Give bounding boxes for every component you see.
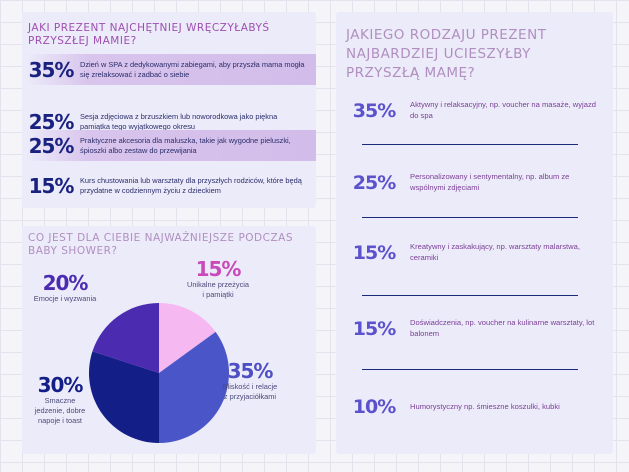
- pie-label-closeness: 35% Bliskość i relacje z przyjaciółkami: [220, 360, 280, 402]
- baby-shower-panel: CO JEST DLA CIEBIE NAJWAŻNIEJSZE PODCZAS…: [22, 226, 316, 454]
- baby-shower-title: CO JEST DLA CIEBIE NAJWAŻNIEJSZE PODCZAS…: [28, 232, 293, 258]
- pie-label-experiences: 15% Unikalne przeżycia i pamiątki: [186, 258, 250, 300]
- gift-row: 35% Dzień w SPA z dedykowanymi zabiegami…: [26, 54, 316, 85]
- row-divider: [362, 217, 578, 218]
- pie-label-text: Smaczne jedzenie, dobre napoje i toast: [34, 396, 86, 425]
- gift-type-text: Humorystyczny np. śmieszne koszulki, kub…: [410, 401, 560, 411]
- mom-gift-type-title: JAKIEGO RODZAJU PREZENT NAJBARDZIEJ UCIE…: [346, 27, 547, 81]
- gift-row-percent: 25%: [28, 133, 75, 158]
- gift-type-text: Personalizowany i sentymentalny, np. alb…: [410, 172, 570, 192]
- row-divider: [362, 144, 578, 145]
- row-divider: [362, 369, 578, 370]
- pie-label-food: 30% Smaczne jedzenie, dobre napoje i toa…: [30, 374, 90, 426]
- pie-slice-food: [88, 351, 159, 443]
- gift-row-percent: 25%: [28, 109, 75, 134]
- gift-row-text: Dzień w SPA z dedykowanymi zabiegami, ab…: [80, 59, 305, 79]
- gift-row-text: Sesja zdjęciowa z brzuszkiem lub noworod…: [80, 111, 278, 131]
- gift-type-percent: 25%: [352, 172, 396, 194]
- mom-gift-type-panel: JAKIEGO RODZAJU PREZENT NAJBARDZIEJ UCIE…: [336, 12, 613, 454]
- gift-type-percent: 35%: [352, 100, 396, 122]
- gift-type-row: 10% Humorystyczny np. śmieszne koszulki,…: [350, 396, 602, 418]
- pie-label-percent: 30%: [37, 373, 84, 397]
- gift-type-percent: 15%: [352, 318, 396, 340]
- gift-row: 25% Praktyczne akcesoria dla maluszka, t…: [26, 130, 316, 161]
- gift-type-text: Kreatywny i zaskakujący, np. warsztaty m…: [410, 242, 580, 262]
- pie-label-percent: 15%: [195, 257, 242, 281]
- gift-type-text: Aktywny i relaksacyjny, np. voucher na m…: [410, 100, 596, 120]
- gift-preference-title: JAKI PREZENT NAJCHĘTNIEJ WRĘCZYŁABYŚ PRZ…: [28, 22, 270, 48]
- gift-row: 25% Sesja zdjęciowa z brzuszkiem lub now…: [26, 106, 316, 137]
- pie-label-text: Bliskość i relacje z przyjaciółkami: [222, 382, 278, 401]
- gift-row-text: Kurs chustowania lub warsztaty dla przys…: [80, 175, 302, 195]
- gift-row-percent: 15%: [28, 173, 75, 198]
- pie-slice-closeness: [159, 331, 229, 443]
- gift-row-percent: 35%: [28, 57, 75, 82]
- gift-row-text: Praktyczne akcesoria dla maluszka, takie…: [80, 135, 291, 155]
- gift-type-row: 15% Kreatywny i zaskakujący, np. warszta…: [350, 242, 602, 264]
- pie-chart: [88, 303, 229, 443]
- pie-label-percent: 35%: [227, 359, 274, 383]
- gift-type-row: 15% Doświadczenia, np. voucher na kulina…: [350, 318, 602, 340]
- gift-type-percent: 15%: [352, 242, 396, 264]
- pie-label-text: Unikalne przeżycia i pamiątki: [186, 280, 250, 299]
- pie-slice-experiences: [159, 303, 216, 373]
- gift-type-text: Doświadczenia, np. voucher na kulinarne …: [410, 318, 595, 338]
- gift-type-row: 25% Personalizowany i sentymentalny, np.…: [350, 172, 602, 194]
- pie-label-percent: 20%: [42, 271, 89, 295]
- pie-label-emotions: 20% Emocje i wyzwania: [30, 272, 100, 304]
- row-divider: [362, 295, 578, 296]
- gift-row: 15% Kurs chustowania lub warsztaty dla p…: [26, 170, 316, 201]
- gift-type-row: 35% Aktywny i relaksacyjny, np. voucher …: [350, 100, 602, 122]
- gift-type-percent: 10%: [352, 396, 396, 418]
- pie-slice-emotions: [92, 303, 159, 373]
- gift-preference-panel: JAKI PREZENT NAJCHĘTNIEJ WRĘCZYŁABYŚ PRZ…: [22, 12, 316, 208]
- pie-label-text: Emocje i wyzwania: [33, 294, 97, 303]
